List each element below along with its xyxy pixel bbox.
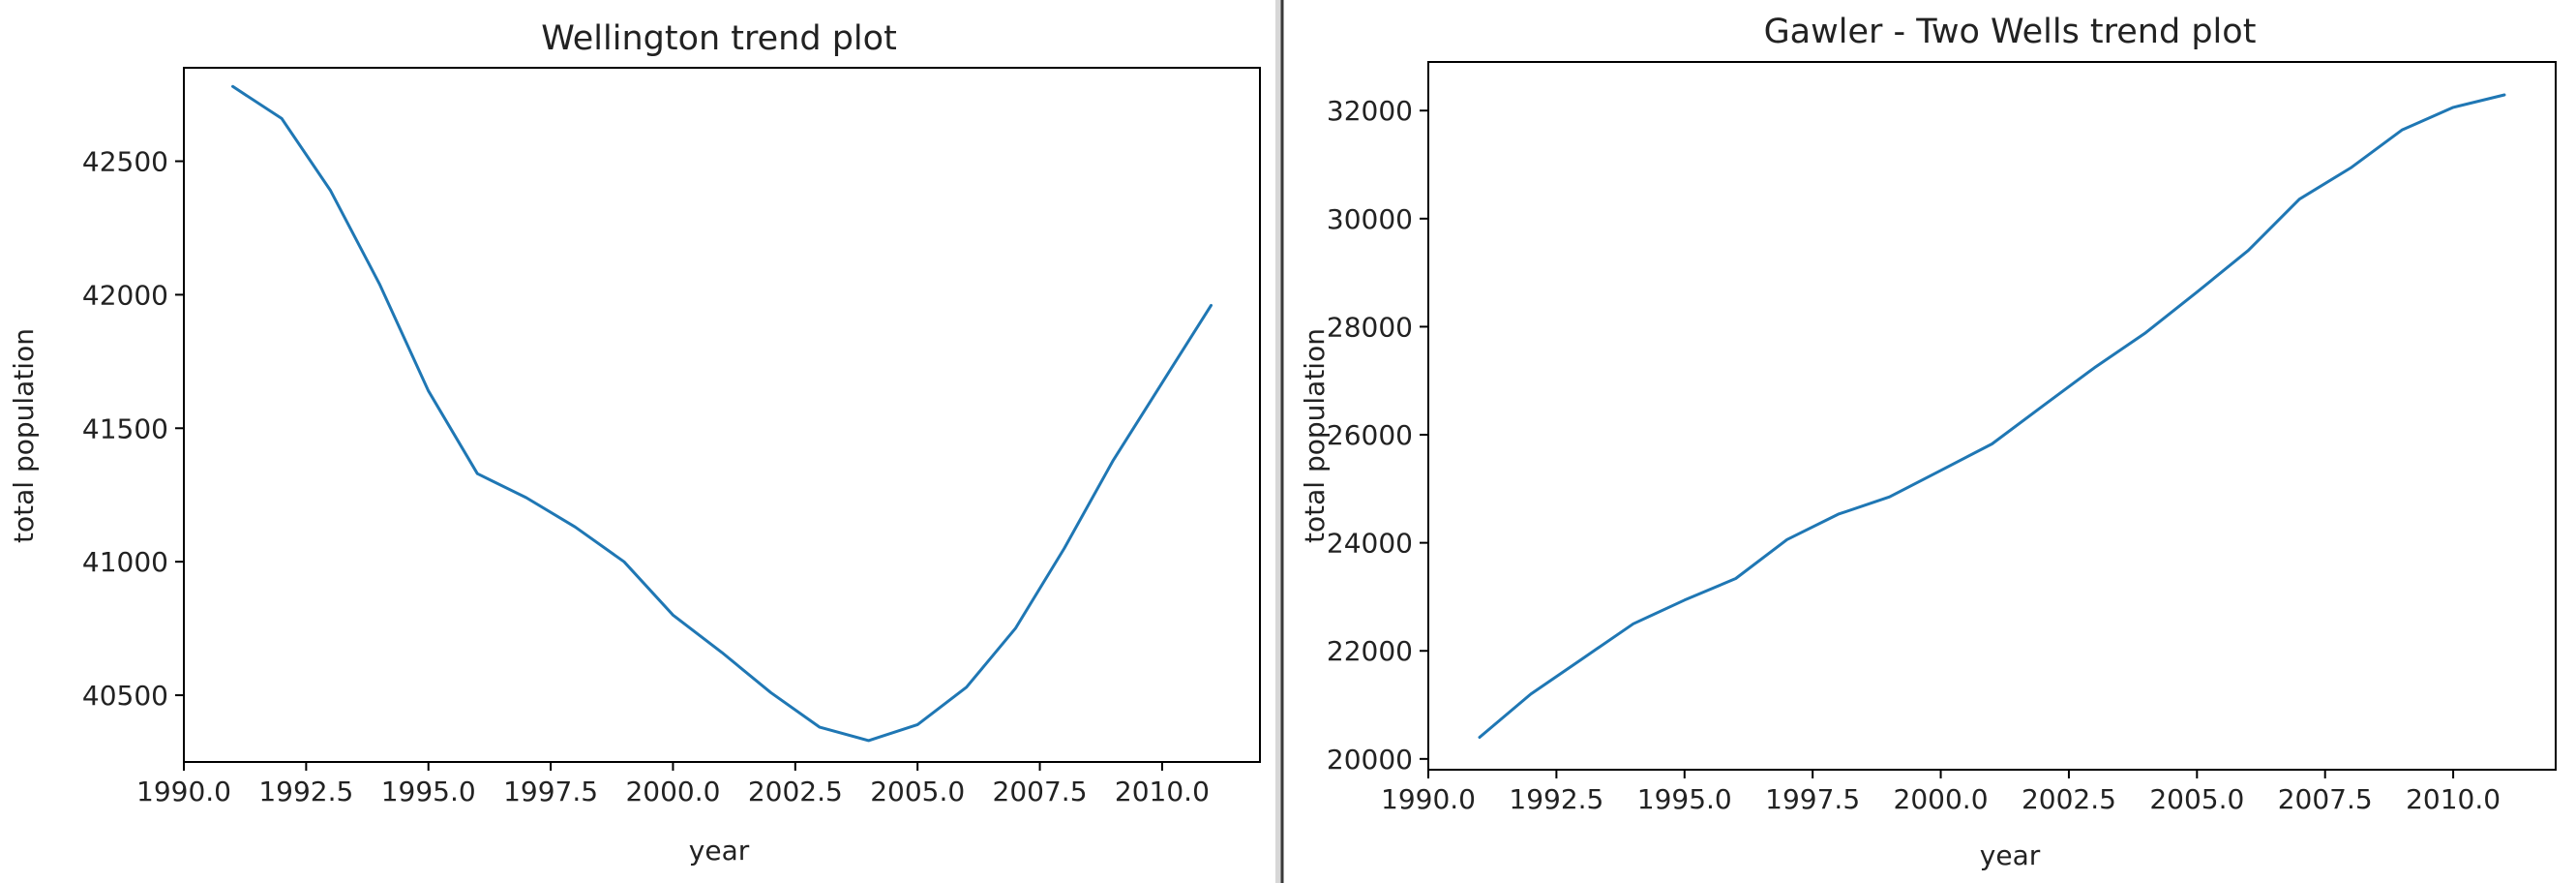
- y-tick-label: 20000: [1327, 744, 1413, 776]
- x-tick-label: 2005.0: [2149, 783, 2244, 815]
- chart-title: Wellington trend plot: [541, 19, 897, 58]
- wellington-chart: Wellington trend plot 1990.0 1992.5 1995.0…: [8, 19, 1261, 867]
- gawler-two-wells-chart: Gawler - Two Wells trend plot 1990.0 1992…: [1299, 13, 2557, 871]
- x-tick-label: 2002.5: [2022, 783, 2116, 815]
- x-tick-label: 2007.5: [2278, 783, 2373, 815]
- axes-frame: [183, 67, 1261, 763]
- y-tick-label: 41500: [82, 412, 168, 444]
- x-tick-label: 1997.5: [503, 776, 598, 807]
- x-tick-label: 2000.0: [625, 776, 720, 807]
- y-tick-label: 40500: [82, 680, 168, 712]
- series-line: [1478, 93, 2506, 739]
- x-axis-label: year: [689, 835, 750, 867]
- series-line: [231, 84, 1213, 743]
- x-tick-label: 1992.5: [1509, 783, 1603, 815]
- x-tick-label: 1990.0: [1381, 783, 1476, 815]
- x-tick-label: 1992.5: [258, 776, 353, 807]
- panel-divider: [1275, 0, 1281, 883]
- y-axis-label: total population: [8, 328, 40, 543]
- x-tick-label: 2007.5: [993, 776, 1088, 807]
- x-tick-label: 2005.0: [870, 776, 965, 807]
- y-tick-label: 32000: [1327, 95, 1413, 127]
- y-tick-label: 42500: [82, 146, 168, 178]
- y-axis-label: total population: [1299, 328, 1331, 543]
- axes-frame: [1427, 61, 2557, 771]
- y-tick-label: 28000: [1327, 311, 1413, 343]
- x-tick-label: 1995.0: [381, 776, 476, 807]
- plot-area: 1990.0 1992.5 1995.0 1997.5 2000.0 2002.5 2005…: [82, 67, 1261, 807]
- x-tick-label: 2010.0: [1115, 776, 1210, 807]
- y-tick-label: 24000: [1327, 528, 1413, 560]
- x-tick-label: 1990.0: [136, 776, 231, 807]
- x-axis-label: year: [1980, 839, 2041, 871]
- chart-title: Gawler - Two Wells trend plot: [1764, 13, 2257, 51]
- x-tick-label: 2000.0: [1894, 783, 1989, 815]
- y-tick-label: 26000: [1327, 419, 1413, 451]
- x-tick-label: 2010.0: [2406, 783, 2501, 815]
- y-tick-label: 22000: [1327, 635, 1413, 667]
- y-tick-label: 42000: [82, 279, 168, 311]
- plot-area: 1990.0 1992.5 1995.0 1997.5 2000.0 2002.5 2005…: [1327, 61, 2557, 815]
- x-tick-label: 1997.5: [1765, 783, 1860, 815]
- y-tick-label: 30000: [1327, 203, 1413, 235]
- x-tick-label: 2002.5: [748, 776, 843, 807]
- y-tick-label: 41000: [82, 546, 168, 578]
- x-tick-label: 1995.0: [1637, 783, 1732, 815]
